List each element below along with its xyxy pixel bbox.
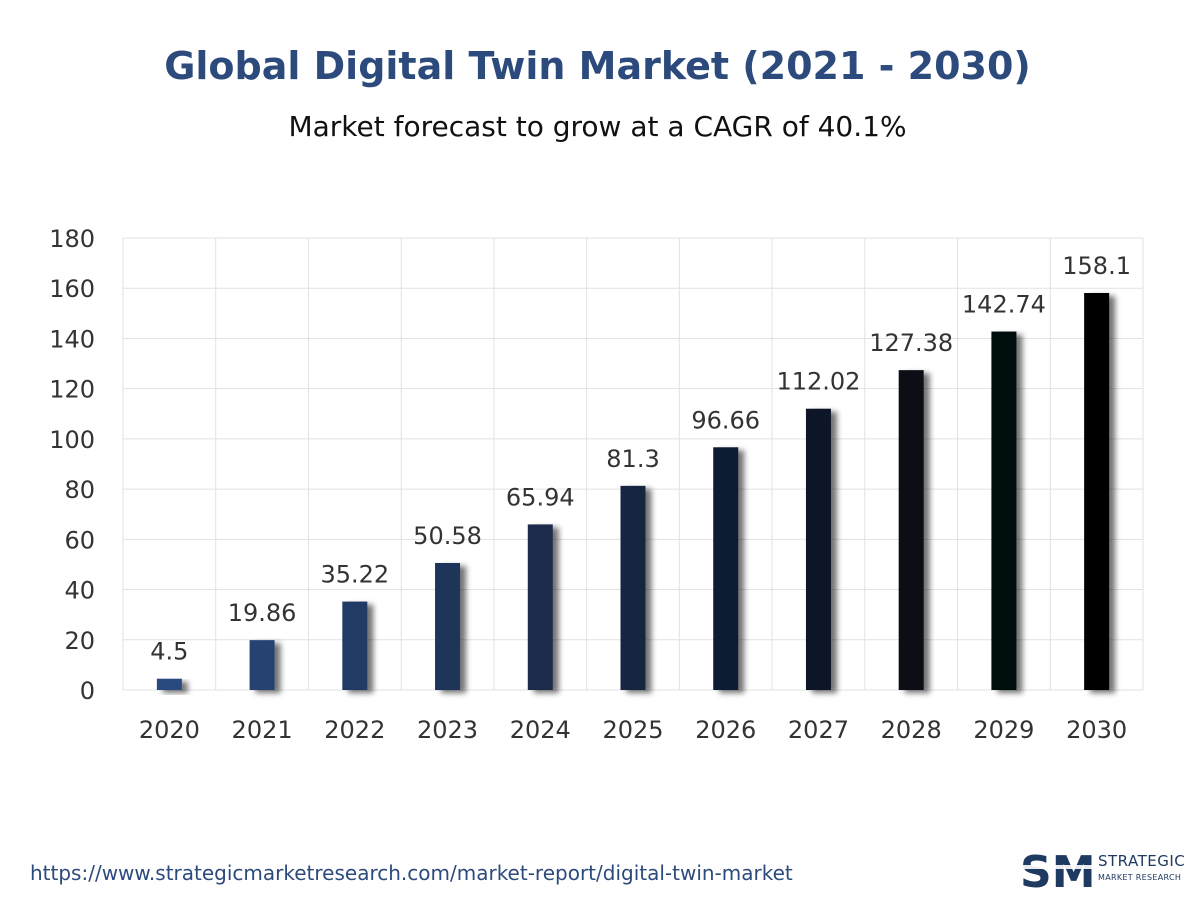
bar xyxy=(435,562,461,690)
bar xyxy=(898,370,924,690)
bar xyxy=(527,524,553,690)
bar xyxy=(713,447,739,690)
grid-lines xyxy=(122,237,1144,691)
data-label: 4.5 xyxy=(150,638,188,666)
company-logo: SM STRATEGIC MARKET RESEARCH xyxy=(1018,845,1188,895)
y-tick-label: 140 xyxy=(49,325,95,353)
data-label: 50.58 xyxy=(413,522,482,550)
x-tick-label: 2028 xyxy=(881,716,942,744)
data-label: 127.38 xyxy=(869,329,953,357)
logo-line-2: MARKET RESEARCH xyxy=(1098,873,1182,882)
sm-logo-icon: SM xyxy=(1018,847,1092,895)
x-tick-label: 2023 xyxy=(417,716,478,744)
x-tick-label: 2021 xyxy=(232,716,293,744)
bar xyxy=(805,408,831,690)
x-tick-label: 2030 xyxy=(1066,716,1127,744)
data-label: 19.86 xyxy=(228,599,297,627)
bar xyxy=(1084,292,1110,690)
y-tick-label: 80 xyxy=(64,476,95,504)
x-tick-label: 2027 xyxy=(788,716,849,744)
x-axis-ticks: 2020 2021 2022 2023 2024 2025 2026 2027 2028 2029… xyxy=(139,716,1127,744)
data-label: 35.22 xyxy=(320,561,389,589)
y-tick-label: 20 xyxy=(64,627,95,655)
data-label: 142.74 xyxy=(962,291,1046,319)
y-tick-label: 180 xyxy=(49,225,95,253)
bar xyxy=(342,601,368,690)
bar xyxy=(249,640,275,690)
y-tick-label: 0 xyxy=(80,677,95,705)
x-tick-label: 2020 xyxy=(139,716,200,744)
logo-mark-text: SM xyxy=(1020,847,1092,895)
y-tick-label: 160 xyxy=(49,275,95,303)
value-labels: 4.5 19.86 35.22 50.58 65.94 81.3 96.66 112.02 12… xyxy=(150,252,1131,666)
data-label: 65.94 xyxy=(506,483,575,511)
logo-line-1: STRATEGIC xyxy=(1098,852,1186,870)
bar xyxy=(991,331,1017,690)
y-tick-label: 100 xyxy=(49,426,95,454)
x-tick-label: 2029 xyxy=(973,716,1034,744)
source-url[interactable]: https://www.strategicmarketresearch.com/… xyxy=(30,861,793,885)
bar xyxy=(620,485,646,690)
y-tick-label: 60 xyxy=(64,526,95,554)
data-label: 158.1 xyxy=(1062,252,1131,280)
chart-subtitle: Market forecast to grow at a CAGR of 40.… xyxy=(288,110,907,143)
x-tick-label: 2026 xyxy=(695,716,756,744)
x-tick-label: 2022 xyxy=(324,716,385,744)
data-label: 112.02 xyxy=(776,368,860,396)
chart-title: Global Digital Twin Market (2021 - 2030) xyxy=(164,44,1031,88)
y-axis-ticks: 0 20 40 60 80 100 120 140 160 180 xyxy=(49,225,95,705)
bars xyxy=(156,292,1110,690)
x-tick-label: 2024 xyxy=(510,716,571,744)
bar xyxy=(156,678,182,690)
data-label: 81.3 xyxy=(606,445,659,473)
x-tick-label: 2025 xyxy=(602,716,663,744)
data-label: 96.66 xyxy=(691,406,760,434)
y-tick-label: 120 xyxy=(49,376,95,404)
y-tick-label: 40 xyxy=(64,577,95,605)
